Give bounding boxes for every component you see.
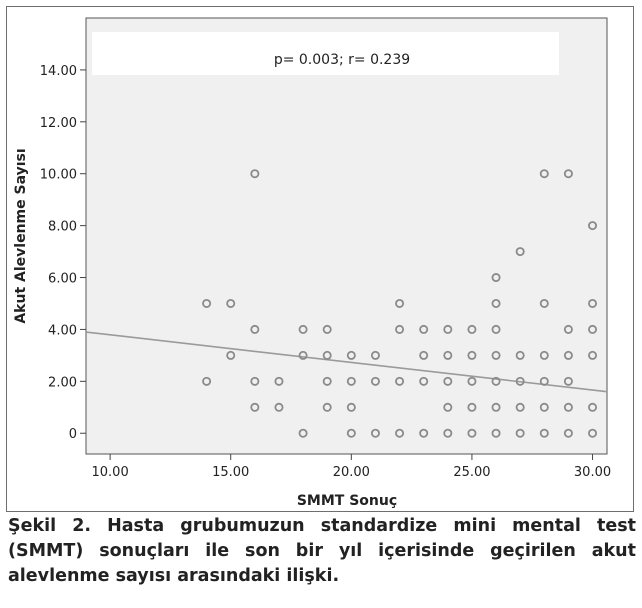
data-point: [515, 402, 525, 412]
y-tick-label: 8.00: [48, 220, 77, 235]
data-point: [346, 428, 356, 438]
data-point: [322, 324, 332, 334]
y-tick-label: 12.00: [40, 116, 77, 131]
data-point: [491, 324, 501, 334]
x-tick-label: 10.00: [92, 465, 129, 480]
data-point: [515, 247, 525, 257]
data-point: [467, 324, 477, 334]
data-point: [539, 169, 549, 179]
data-point: [250, 376, 260, 386]
data-point: [250, 324, 260, 334]
data-point: [419, 350, 429, 360]
plot-area: [85, 17, 608, 455]
data-point: [539, 376, 549, 386]
data-point: [322, 376, 332, 386]
data-point: [491, 376, 501, 386]
data-point: [491, 298, 501, 308]
points-layer: [202, 169, 598, 438]
data-point: [346, 376, 356, 386]
data-point: [395, 324, 405, 334]
data-point: [250, 169, 260, 179]
data-point: [322, 350, 332, 360]
data-point: [467, 376, 477, 386]
data-point: [202, 298, 212, 308]
data-point: [491, 350, 501, 360]
data-point: [588, 350, 598, 360]
data-point: [588, 428, 598, 438]
data-point: [515, 428, 525, 438]
data-point: [563, 169, 573, 179]
data-point: [443, 428, 453, 438]
data-point: [539, 298, 549, 308]
data-point: [588, 324, 598, 334]
data-point: [226, 298, 236, 308]
data-point: [539, 350, 549, 360]
data-point: [250, 402, 260, 412]
data-point: [370, 428, 380, 438]
y-tick-label: 6.00: [48, 272, 77, 287]
data-point: [346, 350, 356, 360]
data-point: [563, 402, 573, 412]
data-point: [563, 376, 573, 386]
data-point: [563, 324, 573, 334]
data-point: [491, 402, 501, 412]
y-tick-label: 14.00: [40, 64, 77, 79]
data-point: [298, 428, 308, 438]
data-point: [298, 324, 308, 334]
data-point: [491, 428, 501, 438]
y-tick-label: 4.00: [48, 323, 77, 338]
data-point: [563, 428, 573, 438]
annotation-box: [92, 32, 559, 75]
data-point: [588, 221, 598, 231]
data-point: [563, 350, 573, 360]
x-tick-label: 15.00: [212, 465, 249, 480]
regression-line: [85, 331, 608, 393]
data-point: [539, 428, 549, 438]
x-tick-label: 25.00: [453, 465, 490, 480]
data-point: [346, 402, 356, 412]
figure-caption: Şekil 2. Hasta grubumuzun standardize mi…: [8, 516, 636, 586]
y-axis-title: Akut Alevlenme Sayısı: [13, 148, 29, 323]
y-tick-label: 10.00: [40, 168, 77, 183]
data-point: [467, 350, 477, 360]
data-point: [443, 324, 453, 334]
data-point: [588, 298, 598, 308]
regression-layer: [85, 331, 608, 393]
y-tick-label: 2.00: [48, 375, 77, 390]
data-point: [443, 402, 453, 412]
data-point: [515, 376, 525, 386]
x-tick-label: 20.00: [333, 465, 370, 480]
data-point: [226, 350, 236, 360]
data-point: [419, 428, 429, 438]
data-point: [202, 376, 212, 386]
x-tick-label: 30.00: [574, 465, 611, 480]
data-point: [419, 324, 429, 334]
y-tick-label: 0: [69, 427, 77, 442]
data-point: [322, 402, 332, 412]
data-point: [443, 376, 453, 386]
data-point: [539, 402, 549, 412]
data-point: [467, 428, 477, 438]
data-point: [419, 376, 429, 386]
data-point: [515, 350, 525, 360]
data-point: [395, 428, 405, 438]
data-point: [443, 350, 453, 360]
x-axis-title: SMMT Sonuç: [297, 493, 397, 509]
data-point: [298, 350, 308, 360]
data-point: [395, 376, 405, 386]
annotation-text: p= 0.003; r= 0.239: [274, 52, 410, 68]
data-point: [274, 376, 284, 386]
data-point: [274, 402, 284, 412]
y-axis: 0 2.00 4.00 6.00 8.00 10.00 12.00 14.00: [40, 64, 86, 442]
data-point: [370, 376, 380, 386]
data-point: [588, 402, 598, 412]
scatter-chart: p= 0.003; r= 0.239 0 2.00 4.00 6.00 8.00 10.0…: [13, 17, 611, 509]
data-point: [395, 298, 405, 308]
data-point: [491, 273, 501, 283]
data-point: [467, 402, 477, 412]
x-axis: 10.00 15.00 20.00 25.00 30.00: [92, 454, 611, 480]
data-point: [370, 350, 380, 360]
